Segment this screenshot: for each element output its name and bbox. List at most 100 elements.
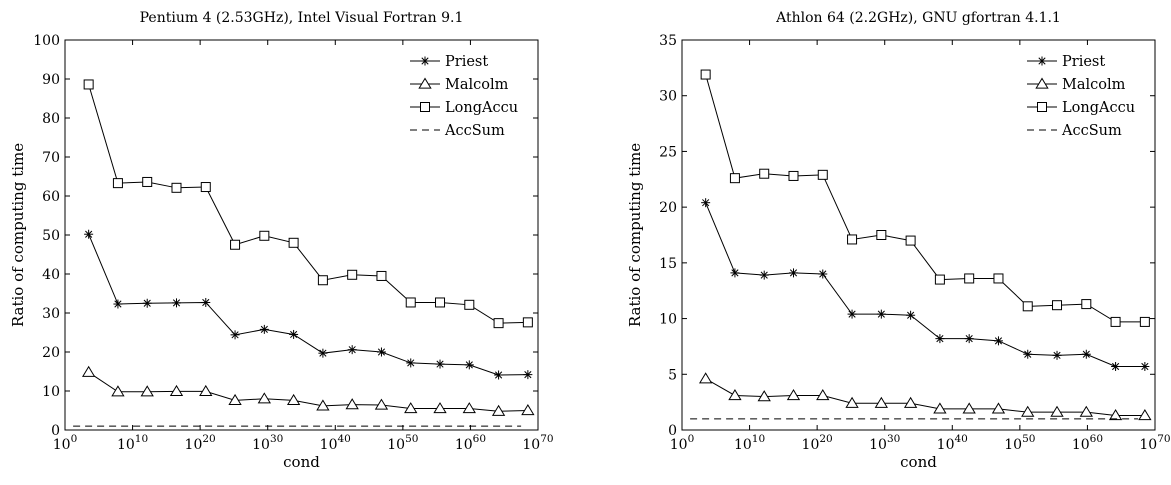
data-point-malcolm [991, 402, 1006, 414]
legend-marker [1035, 77, 1049, 89]
x-tick-label: 1050 [387, 433, 418, 453]
data-point-longaccu [405, 297, 416, 308]
data-point-malcolm [140, 385, 154, 397]
legend-marker [420, 56, 430, 66]
data-point-longaccu [493, 318, 504, 329]
legend-item-longaccu: LongAccu [410, 100, 518, 116]
y-tick-label: 0 [668, 423, 677, 439]
data-point-priest [523, 370, 533, 380]
data-point-priest [1081, 349, 1091, 359]
data-point-longaccu [1052, 300, 1063, 311]
data-point-priest [113, 299, 123, 309]
data-point-priest [935, 334, 945, 344]
legend-item-malcolm: Malcolm [1027, 77, 1126, 93]
legend-label: LongAccu [445, 100, 518, 116]
data-point-priest [318, 348, 328, 358]
data-point-longaccu [1081, 299, 1092, 310]
data-point-priest [435, 359, 445, 369]
legend-item-malcolm: Malcolm [410, 77, 509, 93]
x-tick-label: 1040 [320, 433, 351, 453]
data-point-malcolm [286, 393, 301, 405]
legend-marker [1037, 102, 1047, 112]
data-point-malcolm [491, 404, 506, 416]
series-malcolm [81, 365, 535, 416]
data-point-longaccu [112, 178, 123, 189]
legend-item-accsum: AccSum [410, 123, 505, 139]
data-point-longaccu [83, 79, 94, 90]
y-tick-label: 20 [42, 345, 60, 361]
data-point-malcolm [903, 396, 918, 408]
data-point-priest [464, 360, 474, 370]
y-tick-label: 10 [42, 384, 60, 400]
data-point-malcolm [228, 393, 242, 405]
data-point-malcolm [81, 365, 96, 377]
x-tick-label: 1050 [1004, 433, 1035, 453]
series-priest [701, 198, 1150, 371]
data-point-longaccu [847, 234, 858, 245]
data-point-longaccu [435, 297, 446, 308]
y-tick-label: 35 [659, 33, 677, 49]
data-point-malcolm [462, 402, 476, 414]
y-axis-label: Ratio of computing time [626, 143, 644, 327]
data-point-priest [759, 270, 769, 280]
chart-title: Athlon 64 (2.2GHz), GNU gfortran 4.1.1 [775, 10, 1061, 26]
data-point-priest [906, 310, 916, 320]
series-line-priest [88, 234, 528, 376]
chart-title: Pentium 4 (2.53GHz), Intel Visual Fortra… [140, 10, 464, 26]
legend-item-priest: Priest [410, 54, 488, 70]
data-point-longaccu [1139, 316, 1150, 327]
plot-frame [681, 39, 1156, 431]
data-point-malcolm [345, 398, 359, 410]
data-point-priest [788, 268, 798, 278]
data-point-malcolm [786, 388, 801, 401]
series-longaccu [700, 69, 1150, 327]
data-point-longaccu [1022, 301, 1033, 312]
data-point-priest [494, 370, 504, 380]
legend-label: Malcolm [1062, 77, 1126, 93]
data-point-priest [818, 269, 828, 279]
y-tick-label: 20 [659, 200, 677, 216]
y-tick-label: 15 [659, 256, 677, 272]
data-point-priest [1140, 361, 1150, 371]
legend-marker [420, 102, 430, 112]
data-point-longaccu [905, 235, 916, 246]
data-point-priest [964, 334, 974, 344]
data-point-longaccu [788, 170, 799, 181]
x-tick-label: 1040 [937, 433, 968, 453]
data-point-malcolm [728, 388, 742, 401]
series-line-priest [705, 202, 1145, 367]
data-point-longaccu [288, 237, 299, 248]
data-point-malcolm [374, 398, 389, 410]
data-point-priest [84, 229, 94, 239]
x-tick-label: 1010 [117, 433, 148, 453]
y-tick-label: 5 [668, 367, 677, 383]
data-point-longaccu [964, 273, 975, 284]
data-point-priest [847, 309, 857, 319]
data-point-malcolm [111, 385, 125, 397]
legend-label: Priest [445, 54, 488, 70]
series-line-longaccu [705, 74, 1145, 323]
data-point-priest [406, 358, 416, 368]
data-point-malcolm [1050, 405, 1064, 417]
y-tick-label: 30 [42, 306, 60, 322]
x-tick-label: 100 [53, 433, 78, 453]
data-point-longaccu [347, 269, 358, 280]
y-tick-label: 10 [659, 312, 677, 328]
legend-label: AccSum [444, 123, 505, 139]
data-point-priest [876, 309, 886, 319]
legend: Priest Malcolm LongAccu AccSum [1027, 54, 1135, 139]
y-tick-label: 40 [42, 267, 60, 283]
data-point-malcolm [698, 372, 713, 384]
data-point-malcolm [199, 384, 213, 397]
data-point-priest [289, 329, 299, 339]
x-tick-label: 1060 [455, 433, 486, 453]
x-tick-label: 1020 [802, 433, 833, 453]
x-tick-label: 1010 [734, 433, 765, 453]
series-malcolm [698, 372, 1152, 421]
data-point-malcolm [257, 392, 271, 404]
x-axis-label: cond [900, 453, 937, 471]
data-point-longaccu [1110, 316, 1121, 327]
y-tick-label: 0 [51, 423, 60, 439]
chart-panel-1: Pentium 4 (2.53GHz), Intel Visual Fortra… [9, 10, 554, 471]
